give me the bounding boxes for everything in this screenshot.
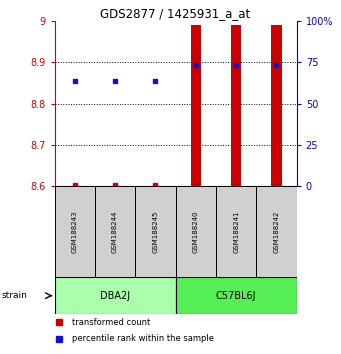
Bar [231,25,241,186]
Bar [191,25,201,186]
FancyBboxPatch shape [135,186,176,278]
Bar [271,25,282,186]
Text: GSM188241: GSM188241 [233,210,239,253]
Text: DBA2J: DBA2J [100,291,130,301]
FancyBboxPatch shape [216,186,256,278]
Text: C57BL6J: C57BL6J [216,291,256,301]
FancyBboxPatch shape [55,278,176,314]
Title: GDS2877 / 1425931_a_at: GDS2877 / 1425931_a_at [101,7,251,20]
FancyBboxPatch shape [256,186,297,278]
FancyBboxPatch shape [55,186,95,278]
Text: percentile rank within the sample: percentile rank within the sample [72,334,213,343]
Text: strain: strain [2,291,28,300]
Text: GSM188245: GSM188245 [152,211,159,253]
FancyBboxPatch shape [95,186,135,278]
Text: GSM188243: GSM188243 [72,210,78,253]
Text: GSM188240: GSM188240 [193,210,199,253]
Text: GSM188242: GSM188242 [273,211,280,253]
Text: GSM188244: GSM188244 [112,211,118,253]
Text: transformed count: transformed count [72,318,150,327]
FancyBboxPatch shape [176,278,297,314]
FancyBboxPatch shape [176,186,216,278]
